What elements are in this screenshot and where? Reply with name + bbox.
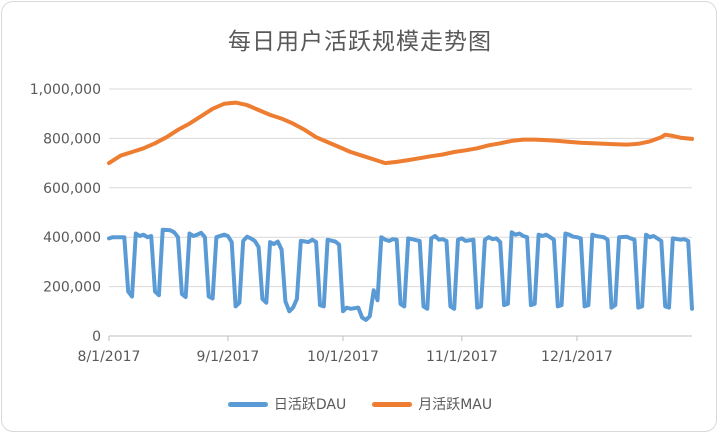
x-tick-label: 8/1/2017 [78, 349, 141, 365]
legend-item-dau[interactable]: 日活跃DAU [227, 394, 347, 414]
legend-label-dau: 日活跃DAU [273, 397, 347, 413]
legend-label-mau: 月活跃MAU [418, 397, 493, 413]
chart-title: 每日用户活跃规模走势图 [228, 29, 492, 55]
legend: 日活跃DAU 月活跃MAU [0, 391, 720, 417]
x-tick-label: 12/1/2017 [541, 349, 613, 365]
x-tick-label: 10/1/2017 [307, 349, 379, 365]
y-tick-label: 800,000 [43, 131, 101, 147]
y-tick-label: 600,000 [43, 181, 101, 197]
series-line-1 [107, 100, 694, 166]
x-tick-label: 11/1/2017 [426, 349, 498, 365]
y-tick-label: 1,000,000 [30, 82, 101, 98]
series-line-0 [107, 227, 694, 322]
legend-swatch-mau [372, 401, 413, 407]
legend-item-mau[interactable]: 月活跃MAU [372, 394, 492, 414]
legend-swatch-dau [227, 401, 268, 407]
y-tick-label: 0 [92, 329, 101, 345]
x-tick-label: 9/1/2017 [196, 349, 259, 365]
y-tick-label: 400,000 [43, 230, 101, 246]
y-tick-label: 200,000 [43, 280, 101, 296]
plot-area: 0 200,000 400,000 600,000 800,000 1,000,000 8/… [30, 82, 694, 365]
